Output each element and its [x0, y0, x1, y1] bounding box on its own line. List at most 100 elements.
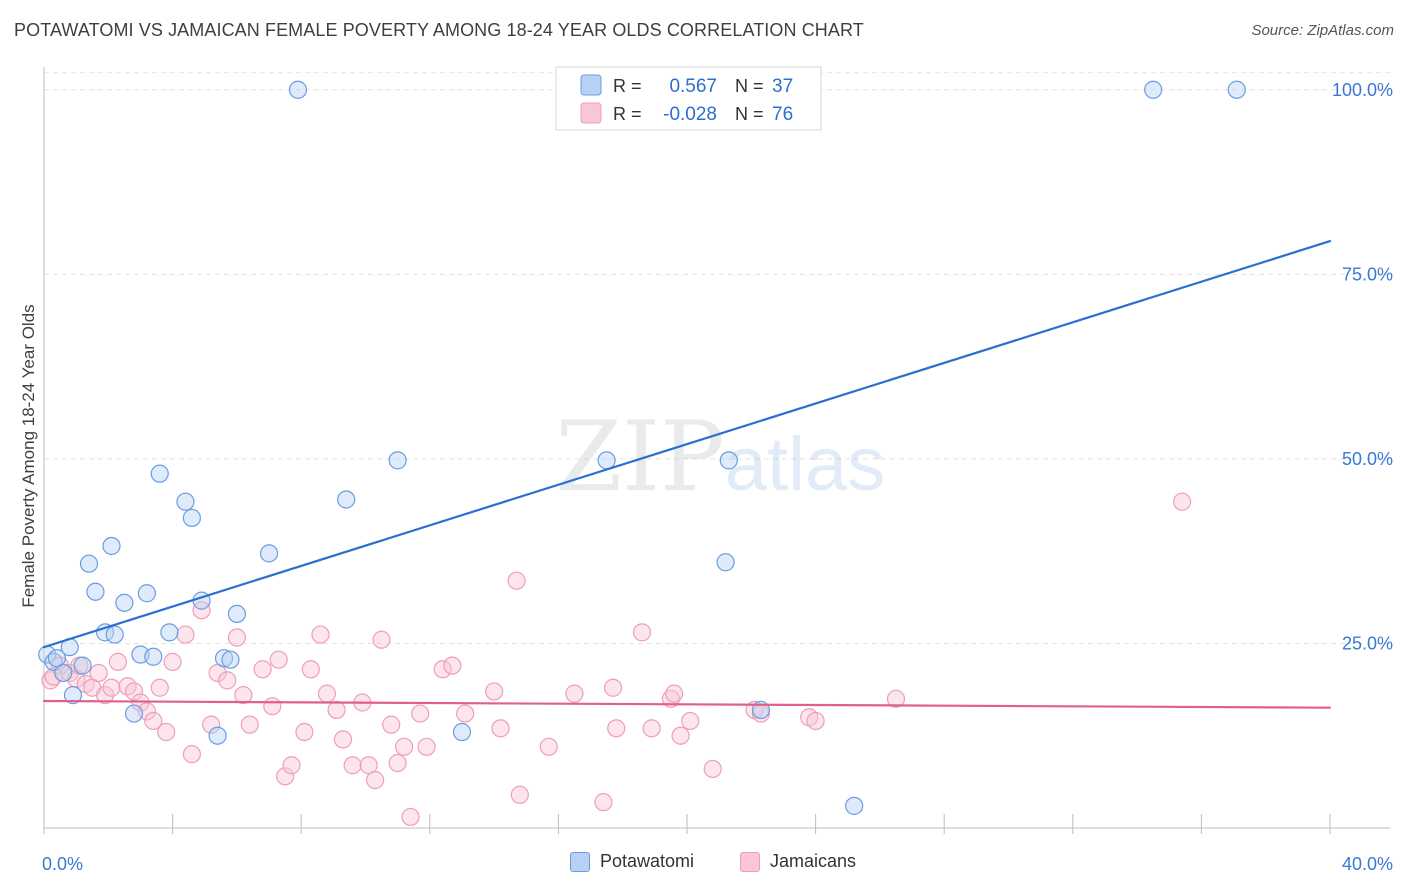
jamaicans-point-67: [703, 759, 722, 779]
legend-label-potawatomi: Potawatomi: [600, 851, 695, 871]
potawatomi-point-8: [86, 582, 105, 601]
jamaicans-point-20: [192, 601, 211, 620]
jamaicans-trend-line: [42, 699, 1332, 709]
potawatomi-point-22: [208, 726, 227, 745]
y-tick-label-1: 50.0%: [1342, 449, 1393, 469]
jamaicans-point-14: [144, 711, 163, 731]
jamaicans-point-47: [411, 704, 430, 723]
jamaicans-point-21: [202, 715, 221, 734]
potawatomi-point-25: [227, 604, 246, 624]
y-tick-label-2: 75.0%: [1342, 264, 1393, 284]
jamaicans-point-35: [317, 684, 337, 703]
series-legend: Potawatomi Jamaicans: [0, 851, 1406, 879]
jamaicans-point-43: [382, 715, 401, 734]
jamaicans-point-18: [176, 625, 195, 644]
jamaicans-point-54: [510, 785, 529, 804]
jamaicans-point-74: [44, 667, 63, 686]
y-axis-label: Female Poverty Among 18-24 Year Olds: [19, 304, 38, 608]
jamaicans-point-71: [806, 711, 825, 731]
jamaicans-point-59: [603, 678, 623, 697]
jamaicans-point-56: [539, 737, 558, 756]
potawatomi-point-20: [182, 508, 201, 528]
x-tick-label-1: 40.0%: [1342, 854, 1393, 874]
jamaicans-point-11: [124, 682, 144, 701]
stats-legend-n-value-jamaicans: 76: [772, 104, 793, 125]
jamaicans-point-60: [607, 719, 626, 738]
y-tick-label-0: 25.0%: [1342, 633, 1393, 653]
jamaicans-point-66: [681, 711, 700, 731]
jamaicans-point-16: [157, 722, 176, 742]
stats-legend-r-label-potawatomi: R =: [613, 76, 647, 96]
jamaicans-point-33: [301, 660, 320, 679]
jamaicans-point-28: [263, 697, 282, 716]
jamaicans-point-44: [388, 753, 407, 773]
jamaicans-point-8: [102, 678, 121, 697]
stats-legend-n-label-potawatomi: N =: [735, 76, 769, 96]
stats-legend-swatch-jamaicans: [580, 102, 602, 124]
jamaicans-point-27: [253, 660, 272, 679]
potawatomi-point-37: [1227, 80, 1246, 99]
jamaicans-point-49: [433, 660, 452, 679]
jamaicans-point-25: [234, 686, 253, 705]
potawatomi-point-18: [160, 623, 179, 642]
potawatomi-point-12: [115, 593, 134, 612]
jamaicans-point-19: [182, 745, 201, 764]
watermark: ZIP atlas: [555, 401, 885, 513]
stats-legend-r-label-jamaicans: R =: [613, 104, 647, 124]
legend-item-potawatomi: Potawatomi: [570, 851, 694, 872]
legend-item-jamaicans: Jamaicans: [740, 851, 856, 872]
jamaicans-point-29: [269, 650, 288, 669]
potawatomi-point-23: [214, 649, 234, 668]
potawatomi-point-27: [288, 80, 308, 99]
potawatomi-point-3: [54, 663, 73, 683]
jamaicans-point-53: [491, 719, 510, 738]
potawatomi-point-33: [716, 553, 735, 572]
series-potawatomi-points: [38, 80, 1246, 815]
jamaicans-point-34: [311, 625, 330, 644]
potawatomi-point-35: [845, 796, 864, 815]
watermark-zip: ZIP: [555, 401, 724, 513]
potawatomi-point-26: [259, 544, 279, 563]
potawatomi-point-10: [102, 536, 121, 556]
chart-source: Source: ZipAtlas.com: [1251, 22, 1394, 39]
potawatomi-point-15: [137, 584, 156, 603]
potawatomi-point-13: [124, 704, 144, 723]
jamaicans-point-65: [671, 726, 690, 745]
watermark-atlas: atlas: [725, 422, 886, 507]
stats-legend-n-label-jamaicans: N =: [735, 104, 769, 124]
jamaicans-point-64: [665, 684, 684, 703]
jamaicans-point-72: [886, 689, 906, 708]
jamaicans-point-55: [507, 571, 526, 590]
jamaicans-point-48: [417, 737, 436, 756]
jamaicans-point-41: [366, 770, 385, 790]
jamaicans-point-9: [108, 652, 128, 671]
jamaicans-point-24: [227, 628, 246, 647]
stats-legend-n-value-potawatomi: 37: [772, 76, 793, 97]
stats-legend: R = 0.567 N = 37 R = -0.028 N = 76: [555, 66, 822, 131]
jamaicans-point-37: [333, 730, 353, 749]
jamaicans-point-50: [443, 656, 462, 675]
jamaicans-point-31: [282, 756, 301, 775]
potawatomi-point-36: [1144, 80, 1163, 99]
legend-swatch-jamaicans: [740, 851, 760, 872]
y-tick-label-3: 100.0%: [1332, 80, 1393, 100]
tick-labels: 25.0% 50.0% 75.0% 100.0% 0.0% 40.0%: [42, 80, 1393, 874]
stats-legend-r-value-potawatomi: 0.567: [669, 76, 717, 97]
series-jamaicans-points: [41, 492, 1192, 827]
stats-legend-r-value-jamaicans: -0.028: [663, 104, 717, 125]
potawatomi-point-11: [105, 625, 124, 644]
jamaicans-point-61: [632, 623, 652, 642]
jamaicans-point-6: [89, 663, 108, 683]
potawatomi-point-24: [221, 650, 240, 669]
jamaicans-point-73: [1173, 492, 1192, 511]
jamaicans-point-17: [163, 652, 182, 671]
potawatomi-point-16: [144, 647, 163, 666]
potawatomi-point-28: [337, 490, 356, 509]
potawatomi-point-32: [719, 451, 738, 470]
jamaicans-point-63: [661, 689, 681, 708]
potawatomi-point-5: [63, 686, 83, 705]
gridlines: [44, 72, 1390, 644]
potawatomi-trend-line: [42, 240, 1332, 649]
jamaicans-point-45: [394, 737, 414, 756]
